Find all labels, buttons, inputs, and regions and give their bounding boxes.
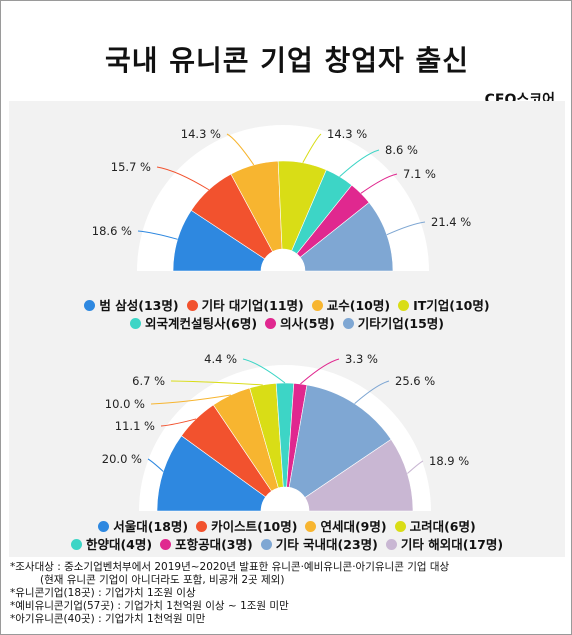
data-label-2-0: 20.0 % [102,452,142,466]
legend-swatch [385,539,397,550]
data-label-1-4: 8.6 % [385,143,418,157]
leader-line-2-7 [407,460,424,474]
legend-label: 범 삼성(13명) [99,298,179,313]
legend-swatch [160,539,172,550]
legend-item-2-3: 고려대(6명) [394,518,476,536]
legend-swatch [311,300,323,311]
legend-label: 교수(10명) [326,298,391,313]
legend-swatch [70,539,82,550]
header: 국내 유니콘 기업 창업자 출신 CEO스코어 [9,19,565,108]
legend-item-1-2: 교수(10명) [311,297,391,315]
legend-label: 기타 해외대(17명) [400,537,504,552]
legend-item-2-1: 카이스트(10명) [196,518,297,536]
leader-line-1-4 [339,149,380,178]
legend-swatch [196,521,208,532]
chart-panel: 18.6 % 15.7 % 14.3 % 14.3 % 8.6 % 7.1 % 21.4 %… [9,101,565,557]
legend-swatch [398,300,410,311]
legend-label: 고려대(6명) [409,519,476,534]
legend-swatch [265,318,277,329]
legend-swatch [305,521,317,532]
page-title: 국내 유니콘 기업 창업자 출신 [104,44,470,77]
leader-line-2-3 [170,380,263,386]
legend-swatch [84,300,96,311]
data-label-2-5: 3.3 % [345,352,378,366]
legend-label: 연세대(9명) [320,519,387,534]
note-survey-scope-detail: (현재 유니콘 기업이 아니더라도 포함, 비공개 2곳 제외) [40,574,285,586]
legend-item-1-5: 의사(5명) [265,315,335,333]
legend-item-2-2: 연세대(9명) [305,518,387,536]
leader-line-2-2 [150,394,231,405]
legend-label: 의사(5명) [280,316,335,331]
legend-item-1-3: IT기업(10명) [398,297,490,315]
legend-label: 외국계컨설팅사(6명) [144,316,258,331]
legend-swatch [260,539,272,550]
note-survey-scope: *조사대상 : 중소기업벤처부에서 2019년~2020년 발표한 유니콘·예비… [10,561,450,573]
legend-row: 범 삼성(13명) 기타 대기업(11명) 교수(10명) IT기업(10명) [9,297,565,315]
legend-swatch [98,521,110,532]
leader-line-2-6 [354,380,390,404]
legend-swatch [342,318,354,329]
slice-2-6 [288,384,392,498]
leader-line-1-3 [302,133,322,164]
data-label-1-0: 18.6 % [92,224,132,238]
legend-item-2-5: 포항공대(3명) [160,536,253,554]
chart-founder-university: 20.0 % 11.1 % 10.0 % 6.7 % 4.4 % 3.3 % 25.6 % 1… [102,352,469,512]
note-pre-unicorn-definition: *예비유니콘기업(57곳) : 기업가치 1천억원 이상 ~ 1조원 미만 [10,600,289,612]
leader-line-2-5 [300,358,340,385]
data-label-1-1: 15.7 % [111,160,151,174]
data-label-1-3: 14.3 % [327,127,367,141]
data-label-1-2: 14.3 % [181,127,221,141]
legend-item-2-6: 기타 국내대(23명) [260,536,378,554]
legend-row: 외국계컨설팅사(6명) 의사(5명) 기타기업(15명) [9,315,565,333]
legend-item-2-4: 한양대(4명) [70,536,153,554]
legend-label: 기타 대기업(11명) [201,298,304,313]
legend-row: 한양대(4명) 포항공대(3명) 기타 국내대(23명) 기타 해외대(17명) [9,536,565,554]
data-label-2-2: 10.0 % [105,397,145,411]
note-unicorn-definition: *유니콘기업(18곳) : 기업가치 1조원 이상 [10,587,196,599]
legend-item-1-4: 외국계컨설팅사(6명) [129,315,258,333]
leader-line-1-2 [226,133,255,166]
legend-swatch [394,521,406,532]
legend-label: 기타 국내대(23명) [275,537,378,552]
legend-item-1-1: 기타 대기업(11명) [186,297,304,315]
chart-founder-background: 18.6 % 15.7 % 14.3 % 14.3 % 8.6 % 7.1 % 21.4 % [92,125,471,272]
legend-item-2-0: 서울대(18명) [98,518,188,536]
data-label-2-7: 18.9 % [429,454,469,468]
legend-label: 서울대(18명) [113,519,189,534]
legend-label: 카이스트(10명) [211,519,298,534]
data-label-2-3: 6.7 % [132,374,165,388]
legend-founder-background: 범 삼성(13명) 기타 대기업(11명) 교수(10명) IT기업(10명) 외국계컨… [9,297,565,333]
slice-2-7 [304,438,414,512]
legend-item-1-0: 범 삼성(13명) [84,297,179,315]
leader-line-2-0 [147,458,164,472]
legend-swatch [129,318,141,329]
data-label-2-6: 25.6 % [395,374,435,388]
data-label-2-4: 4.4 % [204,352,237,366]
leader-line-2-1 [160,418,197,427]
leader-line-1-0 [137,230,178,240]
legend-label: 포항공대(3명) [175,537,253,552]
data-label-2-1: 11.1 % [115,419,155,433]
leader-line-1-1 [156,166,210,191]
notes: *조사대상 : 중소기업벤처부에서 2019년~2020년 발표한 유니콘·예비… [10,561,566,626]
legend-item-2-7: 기타 해외대(17명) [385,536,504,554]
data-label-1-6: 21.4 % [431,215,471,229]
leader-line-2-4 [242,358,286,384]
legend-item-1-6: 기타기업(15명) [342,315,445,333]
leader-line-1-6 [386,221,426,236]
slice-2-0 [156,435,267,512]
legend-label: 기타기업(15명) [357,316,445,331]
legend-row: 서울대(18명) 카이스트(10명) 연세대(9명) 고려대(6명) [9,518,565,536]
legend-label: 한양대(4명) [85,537,153,552]
legend-swatch [186,300,198,311]
leader-line-1-5 [360,173,398,194]
data-label-1-5: 7.1 % [403,167,436,181]
slice-1-6 [299,202,394,272]
legend-label: IT기업(10명) [413,298,490,313]
note-baby-unicorn-definition: *아기유니콘(40곳) : 기업가치 1천억원 미만 [10,613,206,625]
legend-founder-university: 서울대(18명) 카이스트(10명) 연세대(9명) 고려대(6명) 한양대(4명) 포항… [9,518,565,554]
